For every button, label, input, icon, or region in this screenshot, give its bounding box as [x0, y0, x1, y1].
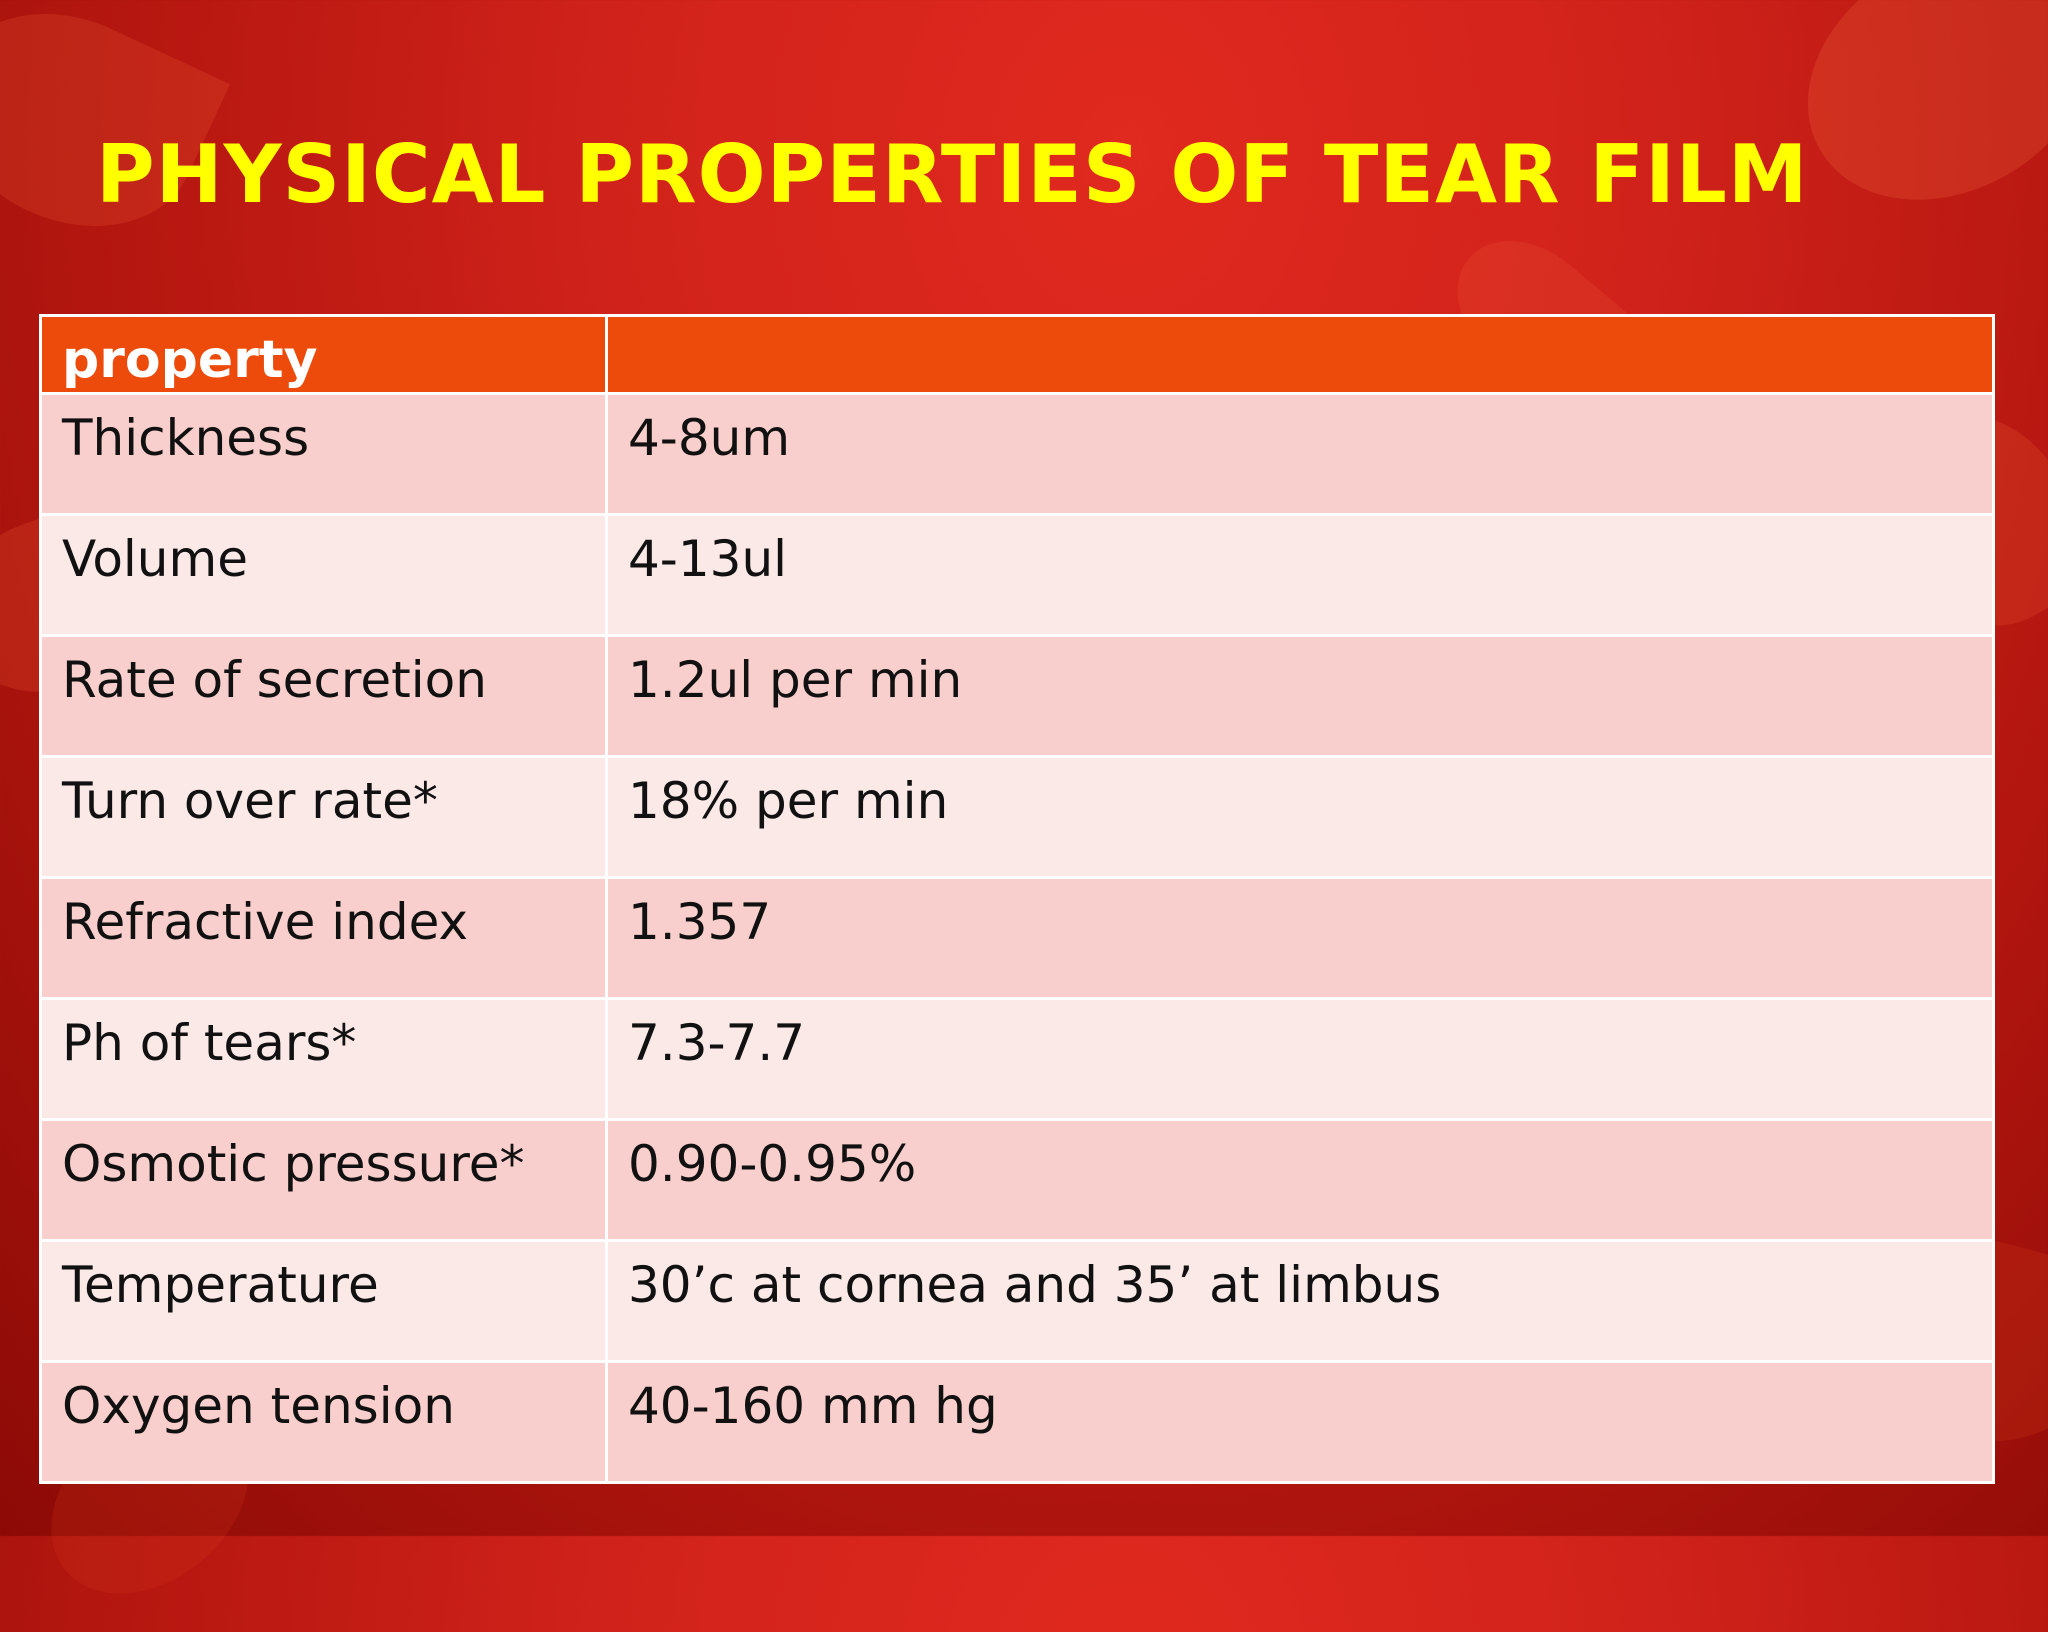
table-row: Refractive index 1.357 — [39, 876, 1995, 1000]
table-row: Temperature 30’c at cornea and 35’ at li… — [39, 1239, 1995, 1363]
property-cell: Turn over rate* — [39, 755, 608, 879]
table-row: Oxygen tension 40-160 mm hg — [39, 1360, 1995, 1484]
value-cell: 30’c at cornea and 35’ at limbus — [605, 1239, 1995, 1363]
property-cell: Oxygen tension — [39, 1360, 608, 1484]
value-cell: 7.3-7.7 — [605, 997, 1995, 1121]
property-cell: Rate of secretion — [39, 634, 608, 758]
header-cell-value — [605, 314, 1995, 395]
properties-table: property Thickness 4-8um Volume 4-13ul R… — [39, 314, 1995, 1484]
value-cell: 4-8um — [605, 392, 1995, 516]
value-cell: 1.357 — [605, 876, 1995, 1000]
table-header-row: property — [39, 314, 1995, 395]
table-row: Volume 4-13ul — [39, 513, 1995, 637]
header-cell-property: property — [39, 314, 608, 395]
table-row: Turn over rate* 18% per min — [39, 755, 1995, 879]
property-cell: Osmotic pressure* — [39, 1118, 608, 1242]
table-row: Ph of tears* 7.3-7.7 — [39, 997, 1995, 1121]
table-row: Rate of secretion 1.2ul per min — [39, 634, 1995, 758]
value-cell: 40-160 mm hg — [605, 1360, 1995, 1484]
property-cell: Volume — [39, 513, 608, 637]
property-cell: Thickness — [39, 392, 608, 516]
table-row: Thickness 4-8um — [39, 392, 1995, 516]
property-cell: Temperature — [39, 1239, 608, 1363]
table-row: Osmotic pressure* 0.90-0.95% — [39, 1118, 1995, 1242]
property-cell: Ph of tears* — [39, 997, 608, 1121]
value-cell: 4-13ul — [605, 513, 1995, 637]
value-cell: 0.90-0.95% — [605, 1118, 1995, 1242]
value-cell: 18% per min — [605, 755, 1995, 879]
value-cell: 1.2ul per min — [605, 634, 1995, 758]
property-cell: Refractive index — [39, 876, 608, 1000]
slide-title: PHYSICAL PROPERTIES OF TEAR FILM — [96, 128, 1809, 221]
